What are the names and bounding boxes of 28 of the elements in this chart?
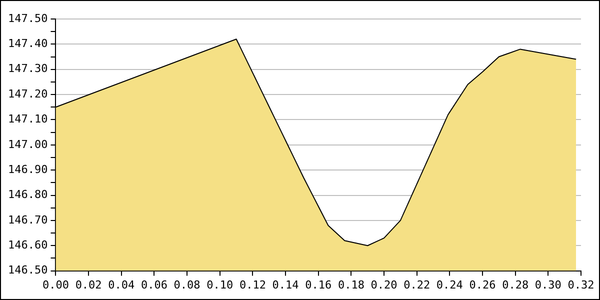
x-tick-label: 0.18 <box>338 278 364 292</box>
y-tick-label: 146.70 <box>8 213 48 226</box>
x-tick-label: 0.32 <box>568 278 594 292</box>
x-tick-label: 0.04 <box>108 278 136 292</box>
x-tick-label: 0.26 <box>469 278 496 292</box>
y-tick-label: 147.20 <box>8 87 48 100</box>
x-tick-label: 0.22 <box>404 278 430 292</box>
y-tick-label: 146.60 <box>8 238 48 252</box>
y-tick-label: 147.00 <box>8 138 48 151</box>
y-tick-label: 146.90 <box>8 162 48 176</box>
y-tick-label: 146.50 <box>8 264 48 277</box>
y-tick-label: 147.30 <box>8 62 48 76</box>
x-tick-label: 0.00 <box>42 278 69 292</box>
x-tick-label: 0.24 <box>436 278 464 292</box>
x-tick-label: 0.30 <box>534 278 562 292</box>
x-tick-label: 0.08 <box>174 278 200 292</box>
x-tick-label: 0.14 <box>272 278 300 292</box>
y-tick-label: 147.40 <box>8 37 48 50</box>
x-tick-label: 0.28 <box>502 278 529 292</box>
y-tick-label: 147.10 <box>8 112 48 126</box>
x-tick-label: 0.02 <box>75 278 102 292</box>
y-tick-label: 147.50 <box>8 12 48 25</box>
x-tick-label: 0.20 <box>370 278 398 292</box>
x-tick-label: 0.10 <box>206 278 234 292</box>
x-tick-label: 0.06 <box>140 278 168 292</box>
x-tick-label: 0.12 <box>239 278 266 292</box>
y-tick-label: 146.80 <box>8 188 48 202</box>
x-tick-label: 0.16 <box>305 278 332 292</box>
